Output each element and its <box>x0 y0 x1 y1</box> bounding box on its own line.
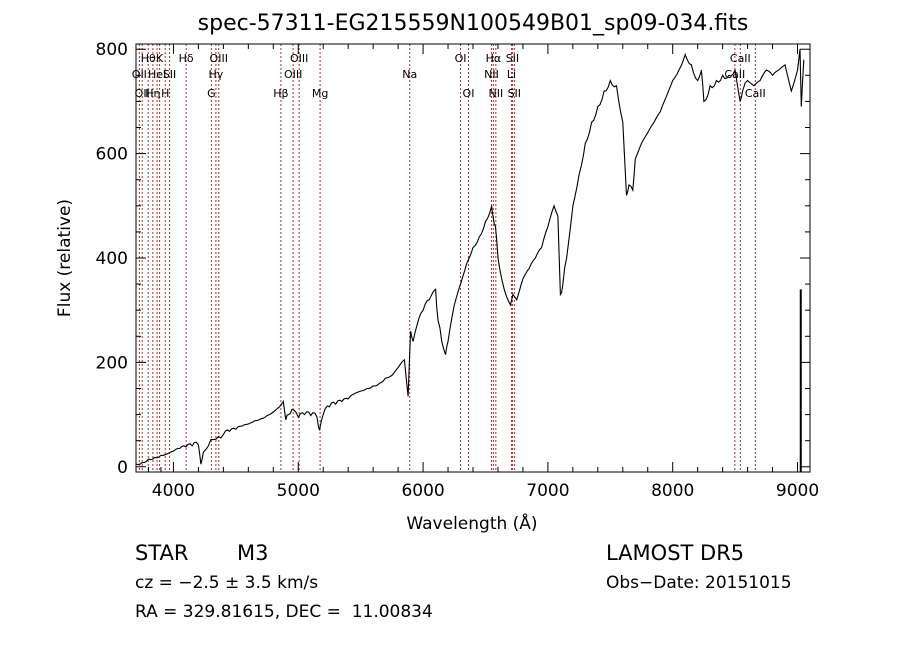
line-marker-label-9: G <box>207 87 216 100</box>
line-marker-label-0: OII <box>132 68 147 81</box>
line-marker-label-19: NII <box>484 68 499 81</box>
line-marker-label-20: Hα <box>486 52 502 65</box>
line-marker-label-25: CaII <box>724 68 745 81</box>
line-marker-label-16: Na <box>402 68 417 81</box>
x-tick-label: 7000 <box>526 481 569 501</box>
line-marker-label-13: OIII <box>284 68 302 81</box>
x-tick-label: 5000 <box>277 481 320 501</box>
line-marker-label-22: Li <box>507 68 516 81</box>
redshift-text: cz = −2.5 ± 3.5 km/s <box>135 573 319 593</box>
obs-date: Obs−Date: 20151015 <box>606 573 792 593</box>
line-marker-label-11: OIII <box>210 52 228 65</box>
y-tick-label: 0 <box>117 458 128 478</box>
line-marker-label-7: SII <box>163 68 176 81</box>
line-marker-label-4: HeI <box>148 68 166 81</box>
line-marker-label-5: K <box>156 52 164 65</box>
survey-name: LAMOST DR5 <box>606 541 745 565</box>
line-marker-label-17: OI <box>455 52 467 65</box>
y-tick-label: 800 <box>96 40 128 60</box>
line-marker-label-27: CaII <box>745 87 766 100</box>
line-marker-label-14: OIII <box>290 52 308 65</box>
y-axis-label: Flux (relative) <box>55 199 75 317</box>
y-tick-label: 600 <box>96 145 128 165</box>
chart-title: spec-57311-EG215559N100549B01_sp09-034.f… <box>198 11 749 36</box>
line-marker-label-6: H <box>161 87 169 100</box>
line-marker-label-1: OII <box>135 87 150 100</box>
spectrum-series-line <box>135 49 805 466</box>
x-tick-label: 4000 <box>152 481 195 501</box>
x-tick-label: 8000 <box>651 481 694 501</box>
line-marker-label-23: SII <box>506 52 519 65</box>
object-subclass: M3 <box>237 541 269 565</box>
line-marker-label-15: Mg <box>312 87 328 100</box>
coordinates: RA = 329.81615, DEC = 11.00834 <box>135 602 433 622</box>
line-marker-label-12: Hβ <box>273 87 288 100</box>
y-tick-label: 400 <box>96 249 128 269</box>
plot-frame <box>135 43 811 473</box>
x-axis-label: Wavelength (Å) <box>406 512 537 534</box>
y-tick-label: 200 <box>96 353 128 373</box>
x-tick-label: 6000 <box>401 481 444 501</box>
x-tick-label: 9000 <box>776 481 819 501</box>
line-marker-label-21: NII <box>488 87 503 100</box>
line-marker-label-26: CaII <box>730 52 751 65</box>
line-marker-label-2: Hθ <box>141 52 156 65</box>
object-class: STAR <box>135 541 189 565</box>
line-marker-label-3: Hη <box>145 87 160 100</box>
line-marker-label-18: OI <box>463 87 475 100</box>
line-marker-label-10: Hγ <box>208 68 223 81</box>
line-marker-label-8: Hδ <box>179 52 194 65</box>
line-marker-label-24: SII <box>508 87 521 100</box>
